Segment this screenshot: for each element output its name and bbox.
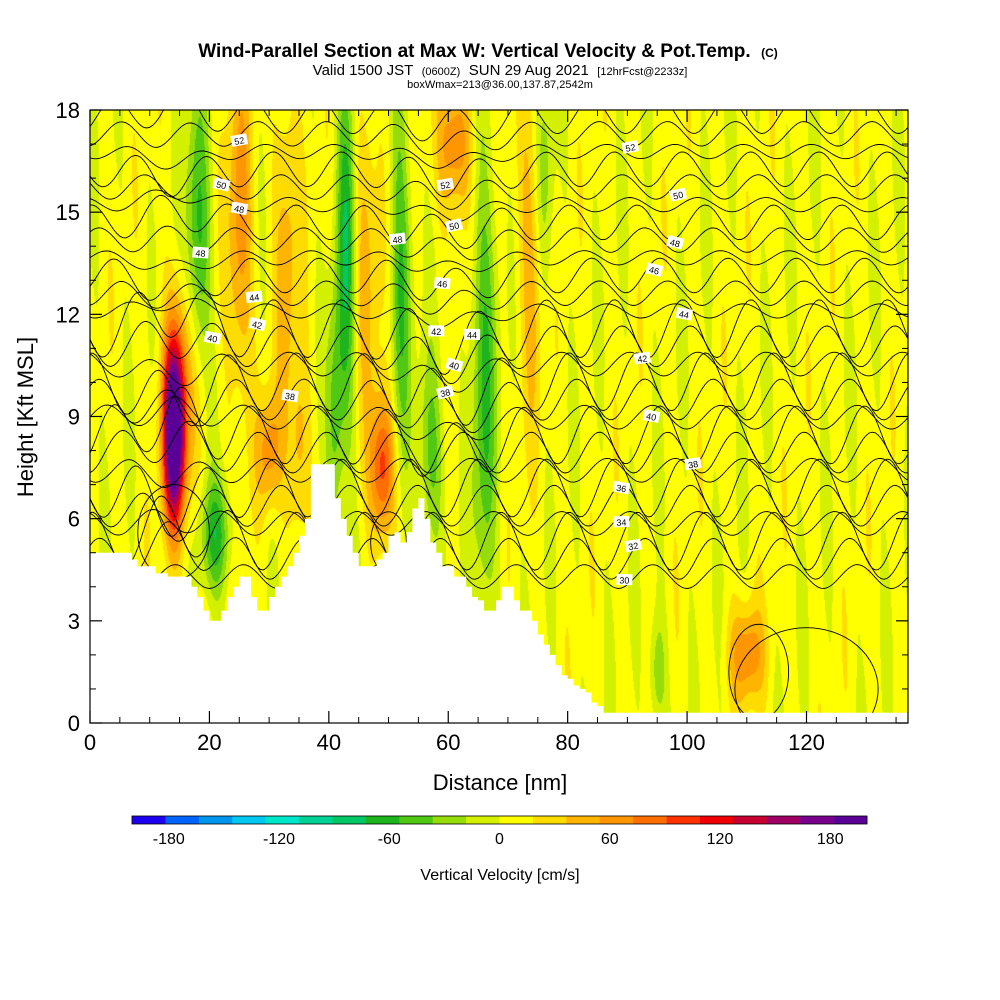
y-tick-label: 3 — [68, 609, 80, 634]
contour-label-text: 48 — [233, 203, 245, 215]
x-tick-label: 100 — [669, 730, 706, 755]
contour-label-text: 48 — [195, 248, 206, 259]
valid-date: SUN 29 Aug 2021 — [469, 62, 589, 79]
colorbar-label: Vertical Velocity [cm/s] — [420, 867, 579, 884]
y-tick-label: 12 — [56, 302, 80, 327]
chart-title-main: Wind-Parallel Section at Max W: Vertical… — [198, 41, 750, 62]
chart-title-mark: (C) — [761, 46, 778, 60]
colorbar: -180 -120 -60 0 60 120 180 — [132, 816, 867, 848]
contour-label-text: 38 — [687, 459, 698, 470]
contour-label-text: 36 — [616, 483, 628, 495]
y-tick-label: 9 — [68, 405, 80, 430]
contour-label-text: 52 — [625, 142, 637, 154]
colorbar-swatch — [366, 816, 400, 824]
colorbar-swatch — [132, 816, 166, 824]
colorbar-tick-label: 0 — [495, 831, 504, 848]
y-axis-label: Height [Kft MSL] — [13, 337, 38, 497]
colorbar-swatch — [299, 816, 333, 824]
contour-label-text: 44 — [467, 330, 477, 340]
colorbar-swatch — [266, 816, 300, 824]
colorbar-swatch — [199, 816, 233, 824]
contour-label-text: 48 — [392, 234, 403, 245]
x-tick-label: 120 — [788, 730, 825, 755]
contour-label-text: 50 — [448, 220, 460, 232]
colorbar-swatch — [466, 816, 500, 824]
contour-label-text: 44 — [249, 292, 260, 303]
contour-label: 46 — [434, 277, 451, 290]
colorbar-swatch — [332, 816, 366, 824]
colorbar-swatch — [834, 816, 868, 824]
chart-subtitle: Valid 1500 JST (0600Z) SUN 29 Aug 2021 [… — [313, 62, 688, 79]
contour-label: 44 — [464, 329, 480, 341]
colorbar-tick-label: 180 — [817, 831, 844, 848]
contour-label-text: 42 — [637, 353, 648, 364]
contour-label-text: 46 — [437, 279, 448, 290]
colorbar-swatch — [600, 816, 634, 824]
colorbar-swatch — [767, 816, 801, 824]
colorbar-tick-label: 60 — [601, 831, 619, 848]
valid-time: Valid 1500 JST — [313, 62, 414, 79]
y-tick-label: 18 — [56, 98, 80, 123]
contour-label-text: 32 — [628, 541, 640, 553]
colorbar-swatch — [433, 816, 467, 824]
valid-utc: (0600Z) — [422, 66, 461, 78]
contour-label-text: 30 — [619, 575, 629, 585]
contour-label-text: 38 — [284, 391, 295, 402]
contour-label-text: 34 — [616, 517, 626, 527]
contour-label: 30 — [616, 574, 632, 586]
contour-label-text: 52 — [440, 180, 452, 192]
contour-label: 34 — [613, 516, 629, 528]
colorbar-swatch — [633, 816, 667, 824]
chart-figure: Wind-Parallel Section at Max W: Vertical… — [0, 0, 1000, 1000]
colorbar-tick-label: -180 — [153, 831, 185, 848]
contour-label: 42 — [428, 325, 444, 337]
colorbar-swatch — [700, 816, 734, 824]
x-tick-label: 60 — [436, 730, 460, 755]
x-tick-label: 80 — [555, 730, 579, 755]
x-axis-label: Distance [nm] — [433, 770, 568, 795]
colorbar-swatch — [165, 816, 199, 824]
chart-title: Wind-Parallel Section at Max W: Vertical… — [198, 41, 778, 62]
colorbar-swatch — [399, 816, 433, 824]
plot-area: 52 50 48 48 44 42 40 38 52 50 48 46 42 44 40 38 52 50 48 46… — [90, 90, 914, 750]
colorbar-swatch — [533, 816, 567, 824]
colorbar-swatch — [733, 816, 767, 824]
forecast-info: [12hrFcst@2233z] — [597, 66, 687, 78]
contour-label-text: 40 — [645, 411, 657, 423]
colorbar-swatch — [667, 816, 701, 824]
colorbar-tick-label: -60 — [378, 831, 401, 848]
contour-label-text: 52 — [234, 135, 246, 147]
y-tick-label: 0 — [68, 711, 80, 736]
y-tick-label: 15 — [56, 200, 80, 225]
colorbar-swatch — [232, 816, 266, 824]
colorbar-swatch — [800, 816, 834, 824]
colorbar-tick-label: 120 — [707, 831, 734, 848]
y-tick-label: 6 — [68, 507, 80, 532]
contour-label: 44 — [246, 290, 263, 303]
x-tick-label: 20 — [197, 730, 221, 755]
colorbar-swatch — [500, 816, 534, 824]
contour-label-text: 42 — [431, 327, 441, 337]
colorbar-tick-label: -120 — [263, 831, 295, 848]
colorbar-swatch — [566, 816, 600, 824]
contour-label-text: 50 — [672, 190, 684, 202]
box-wmax-info: boxWmax=213@36.00,137.87,2542m — [407, 79, 593, 91]
contour-label-text: 44 — [678, 309, 690, 321]
x-tick-label: 0 — [84, 730, 96, 755]
contour-label-text: 40 — [206, 333, 218, 345]
x-tick-label: 40 — [317, 730, 341, 755]
contour-label: 48 — [192, 246, 209, 259]
